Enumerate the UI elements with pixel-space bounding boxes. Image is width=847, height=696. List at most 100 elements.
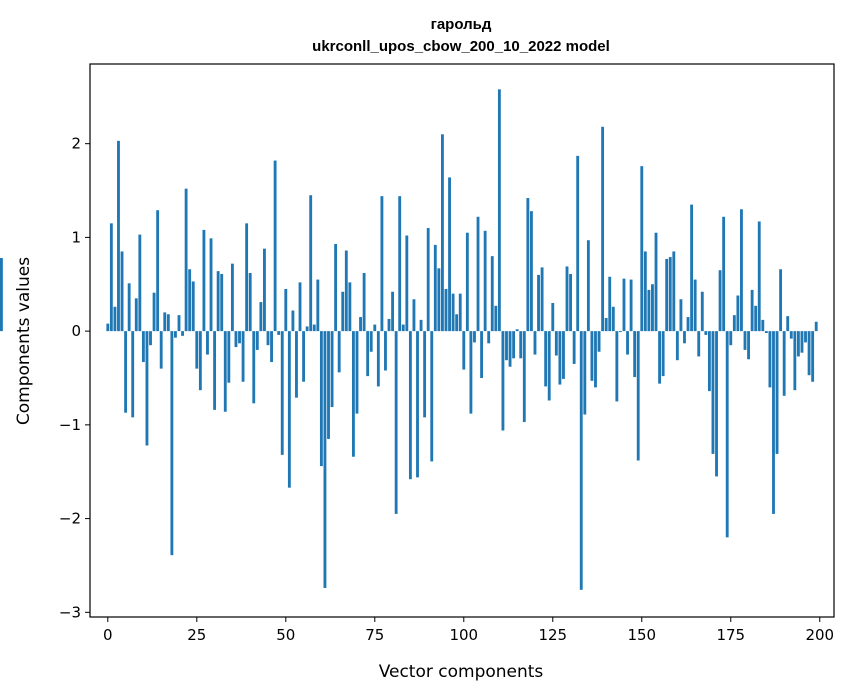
y-tick-label: −1 (59, 416, 81, 434)
bar (483, 230, 487, 332)
bar (255, 331, 259, 350)
x-tick-label: 0 (103, 626, 113, 644)
bar (263, 248, 266, 332)
bar (419, 319, 423, 332)
bar (209, 238, 213, 332)
bar (722, 216, 726, 332)
bar (309, 195, 313, 332)
bar (544, 331, 548, 387)
bar (266, 331, 270, 346)
bar (490, 256, 494, 332)
bar (120, 251, 124, 332)
bar (369, 331, 373, 352)
bar (622, 278, 626, 332)
bar (576, 155, 580, 332)
bar (529, 211, 533, 332)
x-tick-label: 100 (449, 626, 478, 644)
bar (675, 331, 679, 361)
bar (391, 291, 395, 332)
x-tick-label: 150 (627, 626, 656, 644)
bar (647, 289, 651, 332)
bar (465, 232, 469, 332)
bar (686, 317, 690, 332)
bar (394, 331, 398, 514)
bar (462, 331, 466, 370)
bar (743, 331, 747, 350)
bar (152, 292, 156, 332)
bar (519, 331, 523, 359)
bar (522, 331, 526, 423)
bar (757, 221, 761, 332)
bar (800, 331, 804, 353)
bar (640, 166, 644, 332)
bar (106, 323, 110, 332)
bar (729, 331, 733, 346)
bar (704, 331, 708, 335)
bar (789, 331, 793, 339)
bar (330, 331, 334, 408)
bar (213, 331, 217, 410)
x-tick-label: 50 (276, 626, 295, 644)
bar (693, 279, 697, 332)
bar (793, 331, 797, 391)
bar (594, 331, 597, 388)
bar (537, 274, 540, 332)
bar (344, 250, 348, 332)
bar (170, 331, 174, 556)
bar (138, 234, 142, 332)
bar (270, 331, 273, 363)
bar (127, 283, 131, 332)
bar (505, 331, 508, 361)
bar (725, 331, 729, 538)
bar (579, 331, 583, 590)
bar (597, 331, 601, 352)
bar (373, 324, 377, 332)
bar (259, 302, 263, 332)
bar (355, 331, 359, 414)
bar (683, 331, 686, 344)
bar (131, 331, 135, 418)
bar (779, 269, 783, 332)
bar (497, 89, 501, 332)
bar (366, 331, 370, 377)
bar (448, 177, 451, 332)
bar (565, 266, 569, 332)
bar (230, 263, 234, 332)
bar (501, 331, 505, 431)
y-tick-label: 2 (71, 135, 81, 153)
bar (768, 331, 772, 388)
bar (750, 289, 754, 332)
bar (220, 273, 224, 332)
bar (480, 331, 484, 378)
x-tick-label: 175 (716, 626, 745, 644)
bar (184, 188, 188, 332)
bar (796, 331, 800, 357)
bar (540, 267, 544, 332)
bar (302, 331, 306, 382)
bar (672, 251, 676, 332)
bar (611, 306, 615, 332)
bar (113, 306, 117, 332)
bar (508, 331, 512, 367)
bar (234, 331, 238, 348)
bar (715, 331, 718, 477)
bar (319, 331, 323, 467)
bar (280, 331, 284, 455)
bar (238, 331, 241, 344)
bar (323, 331, 327, 588)
bar (707, 331, 711, 392)
bar (807, 331, 811, 376)
bar (341, 291, 345, 332)
bar (487, 331, 491, 344)
bar (512, 331, 516, 359)
bar (430, 331, 434, 462)
bar (618, 331, 622, 333)
bar (643, 251, 647, 332)
bar (586, 240, 590, 332)
bar (181, 331, 184, 336)
bar (558, 331, 562, 385)
bar (572, 331, 576, 364)
bar (736, 295, 740, 332)
bar (494, 305, 498, 332)
bar (277, 331, 281, 335)
